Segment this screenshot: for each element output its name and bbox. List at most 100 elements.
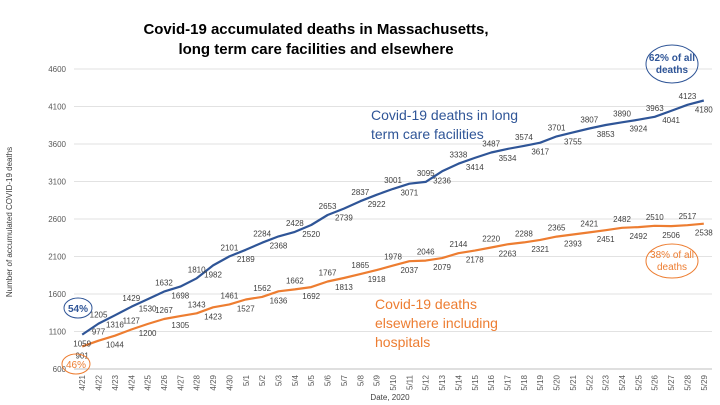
x-tick-label: 4/29 (209, 374, 218, 390)
data-label: 2451 (597, 235, 615, 244)
y-axis-label: Number of accumulated COVID-19 deaths (5, 147, 14, 297)
ellipse-other-start (61, 353, 91, 375)
x-tick-label: 5/15 (471, 374, 480, 390)
x-tick-label: 5/24 (618, 374, 627, 390)
y-tick-label: 3600 (48, 140, 66, 149)
annotation-other-label: elsewhere including (375, 315, 498, 331)
data-label: 2428 (286, 219, 304, 228)
data-label: 1562 (253, 284, 271, 293)
x-tick-label: 5/10 (389, 374, 398, 390)
annotation-ltc-end-pct: 62% of all (649, 53, 695, 64)
x-tick-label: 5/6 (324, 374, 333, 386)
data-label: 2837 (351, 188, 369, 197)
x-tick-label: 5/1 (242, 374, 251, 386)
y-tick-label: 3100 (48, 178, 66, 187)
data-label: 3755 (564, 137, 582, 146)
annotation-ltc-start-pct: 54% (68, 304, 88, 315)
series-line-other (81, 222, 704, 348)
x-tick-label: 5/18 (520, 374, 529, 390)
ellipse-other-end (645, 243, 699, 279)
data-label: 4180 (695, 106, 713, 115)
data-label: 2046 (417, 248, 435, 257)
data-label: 2101 (221, 243, 239, 252)
x-axis-label: Date, 2020 (370, 393, 410, 402)
x-tick-label: 5/7 (340, 374, 349, 386)
x-tick-label: 5/16 (487, 374, 496, 390)
data-label: 2079 (433, 263, 451, 272)
data-label: 1530 (139, 304, 157, 313)
x-tick-label: 5/27 (667, 374, 676, 390)
data-label: 3574 (515, 133, 533, 142)
data-label: 2922 (368, 200, 386, 209)
annotation-other-end-pct: 38% of all (650, 250, 694, 261)
data-label: 3853 (597, 130, 615, 139)
x-tick-label: 5/26 (651, 374, 660, 390)
x-tick-label: 4/30 (225, 374, 234, 390)
data-label: 3236 (433, 176, 451, 185)
annotation-other-label: Covid-19 deaths (375, 296, 477, 312)
x-tick-label: 5/17 (504, 374, 513, 390)
x-tick-label: 5/11 (405, 374, 414, 390)
x-tick-label: 5/9 (373, 374, 382, 386)
data-label: 1813 (335, 283, 353, 292)
data-label: 1527 (237, 304, 255, 313)
data-label: 2037 (400, 266, 418, 275)
data-label: 3890 (613, 109, 631, 118)
y-tick-label: 2600 (48, 215, 66, 224)
data-label: 2482 (613, 215, 631, 224)
data-label: 1978 (384, 253, 402, 262)
data-label: 1982 (204, 270, 222, 279)
x-tick-label: 4/23 (111, 374, 120, 390)
x-tick-label: 5/5 (307, 374, 316, 386)
data-label: 1044 (106, 341, 124, 350)
data-label: 1423 (204, 312, 222, 321)
data-label: 2538 (695, 229, 713, 238)
data-label: 2393 (564, 240, 582, 249)
x-tick-label: 5/14 (454, 374, 463, 390)
data-label: 1267 (155, 306, 173, 315)
x-tick-label: 4/22 (95, 374, 104, 390)
series-line-ltc (81, 99, 705, 336)
data-label: 1200 (139, 329, 157, 338)
data-label: 1767 (319, 268, 337, 277)
x-tick-labels: 4/21 4/22 4/23 4/24 4/25 4/26 4/27 4/28 4/29 4/30… (78, 374, 709, 390)
x-tick-label: 5/28 (683, 374, 692, 390)
chart-title-line-1: Covid-19 accumulated deaths in Massachus… (143, 21, 488, 38)
data-label: 1461 (221, 291, 239, 300)
x-tick-label: 4/28 (193, 374, 202, 390)
data-label: 3924 (629, 125, 647, 134)
data-label: 2189 (237, 255, 255, 264)
data-label: 1692 (302, 292, 320, 301)
data-label: 1127 (123, 316, 141, 325)
data-label: 2653 (319, 202, 337, 211)
x-tick-label: 5/13 (438, 374, 447, 390)
data-label: 1632 (155, 279, 173, 288)
x-tick-label: 5/3 (274, 374, 283, 386)
data-label: 2506 (662, 231, 680, 240)
data-label: 2368 (270, 241, 288, 250)
x-tick-label: 5/8 (356, 374, 365, 386)
series-lines (81, 99, 705, 348)
annotation-other-end-pct: deaths (657, 262, 687, 273)
y-tick-label: 1100 (49, 328, 67, 337)
data-label: 3487 (482, 139, 500, 148)
y-tick-labels: 600 1100 1600 2100 2600 3100 3600 4100 4600 (48, 65, 66, 374)
y-tick-label: 1600 (48, 290, 66, 299)
data-label: 2178 (466, 256, 484, 265)
chart-title-line-2: long term care facilities and elsewhere (178, 41, 453, 58)
data-label: 2421 (580, 219, 598, 228)
annotation-other-start-pct: 46% (66, 360, 86, 371)
annotation-ltc-label: term care facilities (371, 126, 484, 142)
data-label: 2284 (253, 230, 271, 239)
y-tick-label: 4600 (48, 65, 66, 74)
data-label: 3414 (466, 163, 484, 172)
y-tick-label: 4100 (48, 103, 66, 112)
data-label: 3534 (499, 154, 517, 163)
annotation-other-label: hospitals (375, 334, 430, 350)
data-label: 1636 (270, 296, 288, 305)
x-tick-label: 5/19 (536, 374, 545, 390)
data-label: 1865 (351, 261, 369, 270)
data-label: 2321 (531, 245, 549, 254)
